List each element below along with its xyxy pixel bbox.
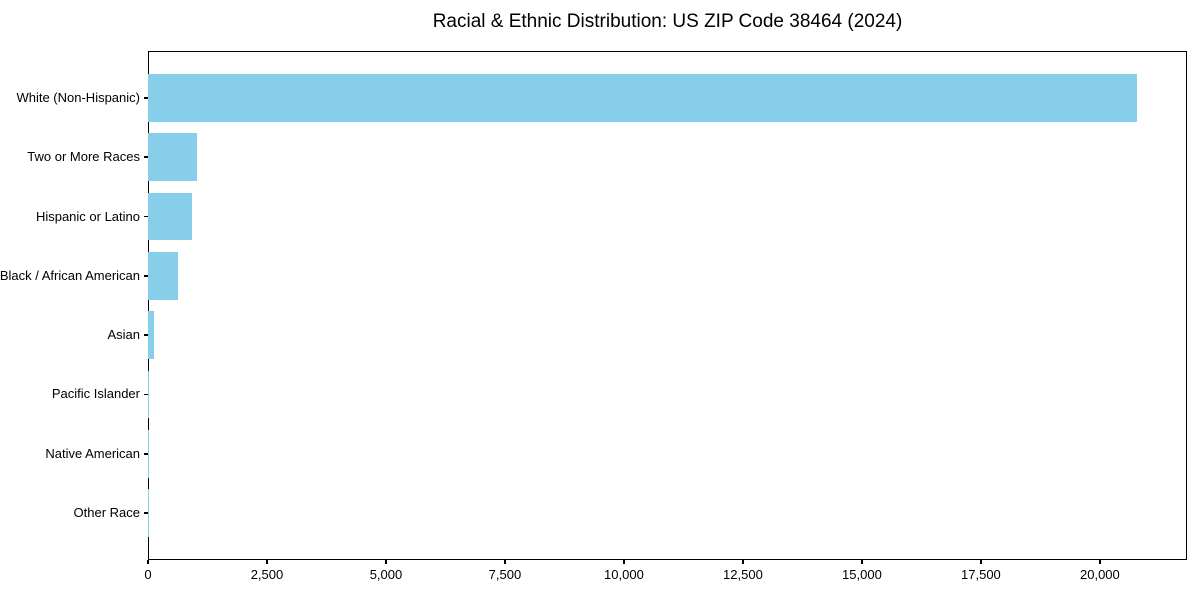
y-tick-label: Pacific Islander (51, 386, 140, 402)
y-tick-label: Two or More Races (27, 149, 140, 165)
y-tick-mark (144, 334, 148, 336)
chart-title: Racial & Ethnic Distribution: US ZIP Cod… (432, 11, 903, 32)
x-tick-mark (147, 560, 149, 564)
y-tick-mark (144, 393, 148, 396)
x-tick-label: 0 (144, 567, 152, 582)
y-tick-mark (144, 453, 148, 455)
y-tick-label: Native American (45, 445, 140, 461)
x-tick-mark (385, 560, 387, 564)
y-tick-label: Asian (107, 327, 140, 343)
x-tick-mark (623, 560, 625, 564)
x-tick-label: 7,500 (488, 567, 522, 582)
x-tick-mark (742, 560, 744, 564)
bar (148, 370, 150, 419)
x-tick-label: 17,500 (961, 567, 1001, 582)
y-tick-label: Hispanic or Latino (35, 208, 140, 224)
bar (148, 252, 179, 300)
x-tick-label: 2,500 (250, 567, 284, 582)
x-tick-label: 20,000 (1080, 567, 1120, 582)
plot-area (148, 51, 1187, 560)
x-tick-label: 12,500 (723, 567, 763, 582)
y-tick-mark (144, 275, 148, 277)
y-tick-label: Other Race (73, 505, 140, 521)
y-tick-label: Black / African American (0, 267, 140, 283)
x-tick-mark (1099, 560, 1101, 564)
x-tick-label: 15,000 (842, 567, 882, 582)
y-tick-label: White (Non-Hispanic) (16, 89, 140, 105)
x-tick-mark (980, 560, 982, 564)
x-tick-mark (504, 560, 506, 564)
y-tick-mark (144, 512, 148, 514)
bar (148, 133, 197, 181)
bar (148, 192, 192, 241)
x-tick-label: 10,000 (604, 567, 644, 582)
bar (148, 74, 1138, 122)
y-tick-mark (144, 156, 148, 158)
y-tick-mark (144, 97, 148, 99)
y-tick-mark (144, 215, 148, 218)
bar (148, 311, 154, 359)
x-tick-label: 5,000 (369, 567, 403, 582)
x-tick-mark (266, 560, 268, 564)
x-tick-mark (861, 560, 863, 564)
